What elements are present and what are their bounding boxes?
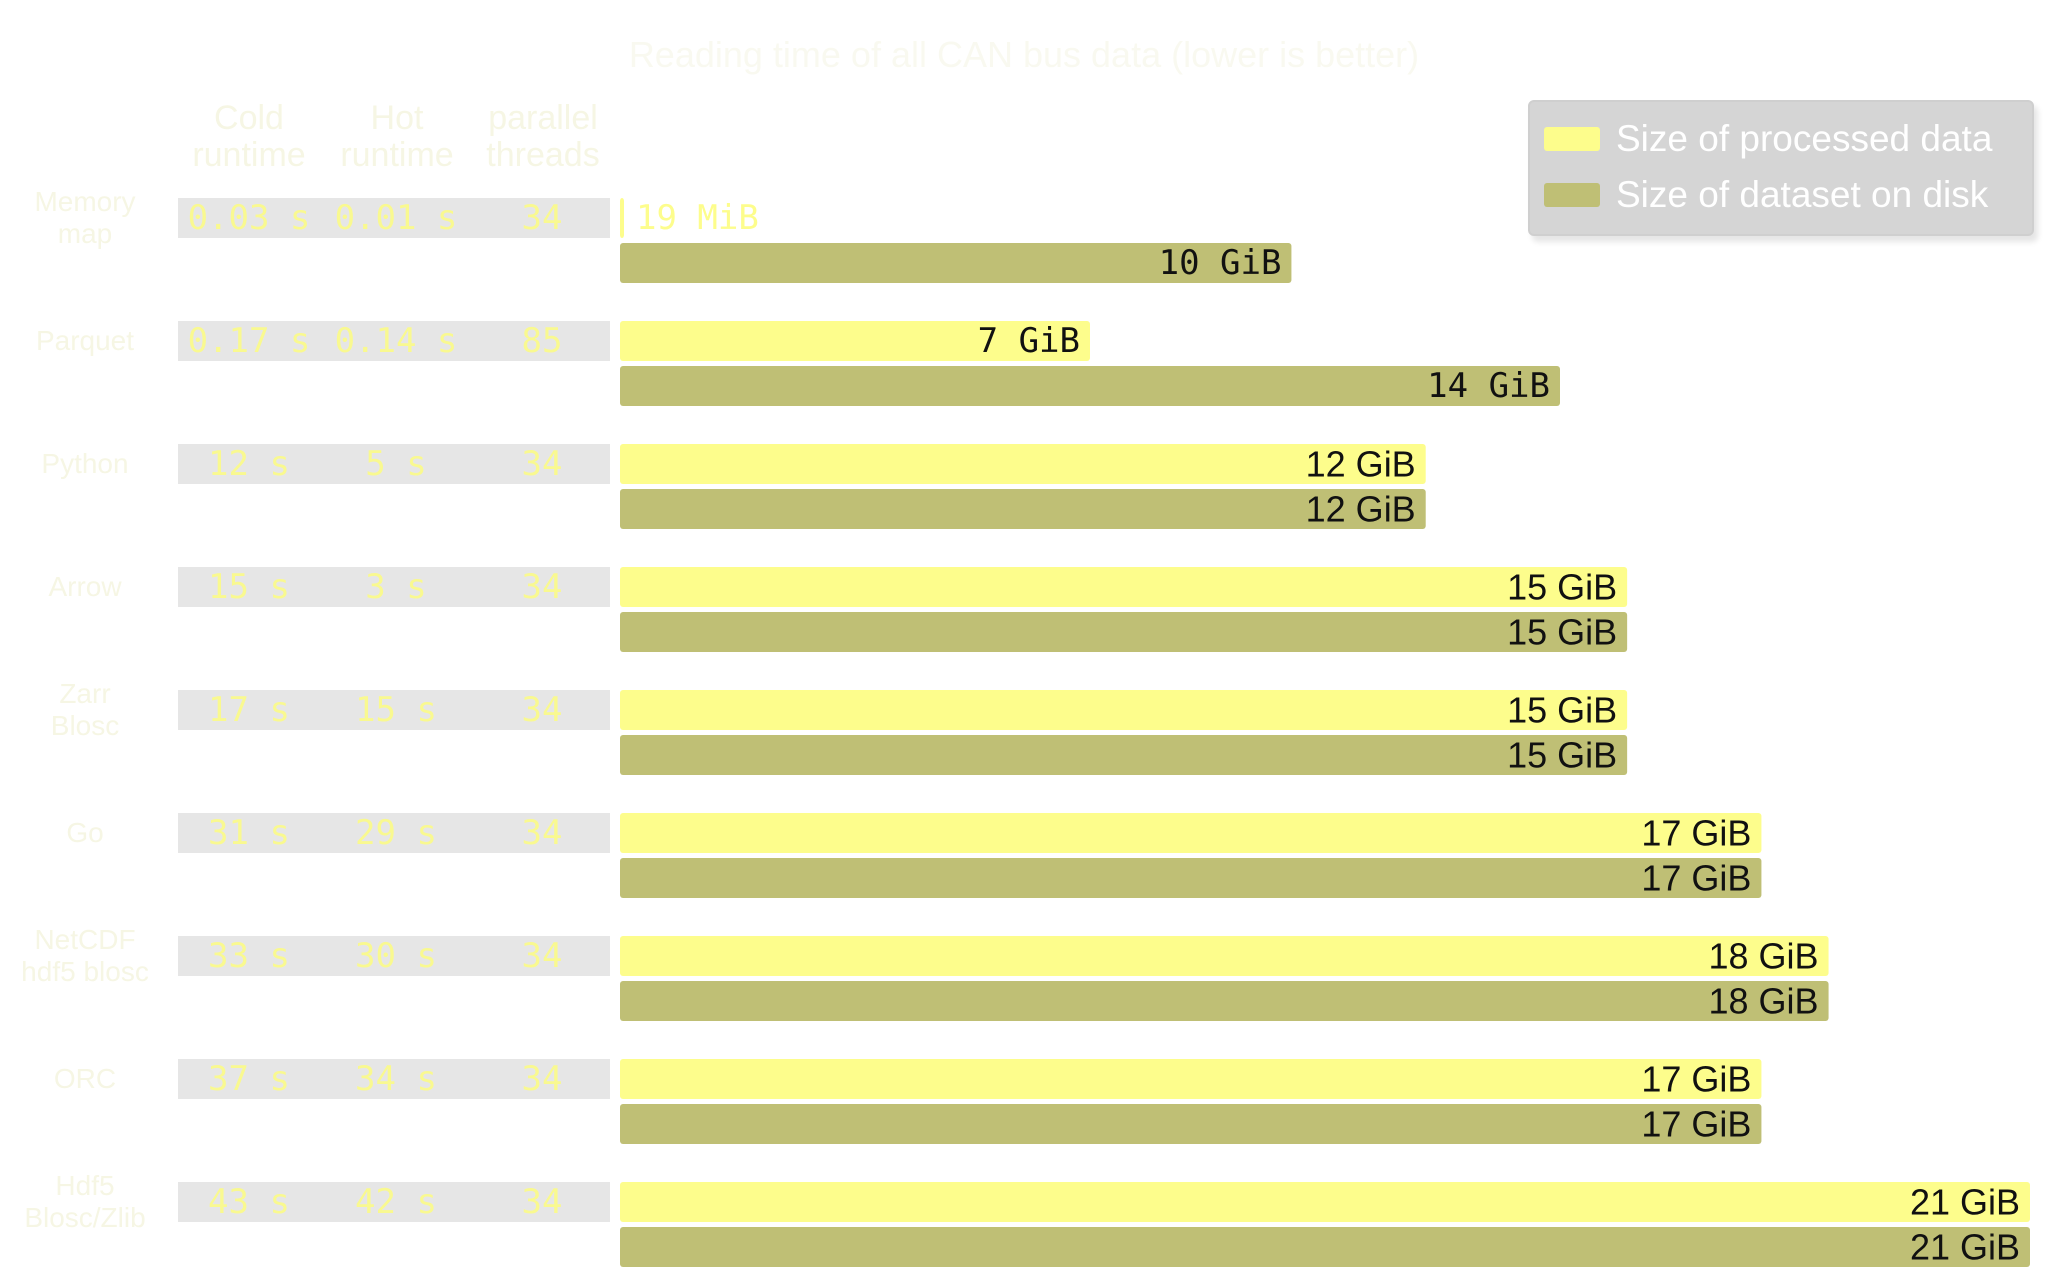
legend-item-disk: Size of dataset on disk xyxy=(1544,174,1988,216)
bar-label-disk: 18 GiB xyxy=(1709,981,1819,1022)
parallel-threads-value: 34 xyxy=(522,1059,563,1099)
bar-label-disk: 17 GiB xyxy=(1641,858,1751,899)
header-parallel-threads: parallel threads xyxy=(486,99,600,174)
bar-processed xyxy=(620,690,1628,730)
hot-runtime-value: 5 s xyxy=(365,444,426,484)
hot-runtime-value: 34 s xyxy=(355,1059,437,1099)
cold-runtime-value: 31 s xyxy=(208,813,290,853)
hot-runtime-value: 15 s xyxy=(355,690,437,730)
bar-processed xyxy=(620,567,1628,607)
row-label: NetCDF hdf5 blosc xyxy=(21,924,149,987)
bar-disk xyxy=(620,243,1292,283)
bar-label-processed: 7 GiB xyxy=(978,321,1080,361)
bar-label-processed: 19 MiB xyxy=(636,198,759,238)
chart-title: Reading time of all CAN bus data (lower … xyxy=(628,34,1420,75)
table-cell-bg xyxy=(178,1182,610,1222)
bar-label-processed: 12 GiB xyxy=(1306,444,1416,485)
parallel-threads-value: 85 xyxy=(522,321,563,361)
parallel-threads-value: 34 xyxy=(522,567,563,607)
bar-processed xyxy=(620,198,624,238)
bar-label-disk: 17 GiB xyxy=(1641,1104,1751,1145)
bar-processed xyxy=(620,321,1090,361)
cold-runtime-value: 0.17 s xyxy=(188,321,311,361)
legend-swatch-disk xyxy=(1544,183,1600,207)
legend-label-processed: Size of processed data xyxy=(1616,118,1993,159)
hot-runtime-value: 0.14 s xyxy=(335,321,458,361)
bar-disk xyxy=(620,858,1762,898)
bar-label-processed: 17 GiB xyxy=(1641,1059,1751,1100)
bar-disk xyxy=(620,735,1628,775)
parallel-threads-value: 34 xyxy=(522,813,563,853)
bar-label-processed: 18 GiB xyxy=(1709,936,1819,977)
bar-label-processed: 15 GiB xyxy=(1507,567,1617,608)
hot-runtime-value: 30 s xyxy=(355,936,437,976)
row-label: Memory map xyxy=(34,186,136,249)
legend-item-processed: Size of processed data xyxy=(1544,118,1992,160)
cold-runtime-value: 37 s xyxy=(208,1059,290,1099)
table-cell-bg xyxy=(178,936,610,976)
parallel-threads-value: 34 xyxy=(522,936,563,976)
parallel-threads-value: 34 xyxy=(522,1182,563,1222)
table-cell-bg xyxy=(178,690,610,730)
bar-disk xyxy=(620,366,1560,406)
bar-label-disk: 12 GiB xyxy=(1306,489,1416,530)
bar-label-processed: 21 GiB xyxy=(1910,1182,2020,1223)
parallel-threads-value: 34 xyxy=(522,690,563,730)
hot-runtime-value: 0.01 s xyxy=(335,198,458,238)
bar-label-disk: 21 GiB xyxy=(1910,1227,2020,1268)
bar-disk xyxy=(620,981,1829,1021)
table-cell-bg xyxy=(178,198,610,238)
bar-label-processed: 17 GiB xyxy=(1641,813,1751,854)
hot-runtime-value: 29 s xyxy=(355,813,437,853)
legend: Size of processed data Size of dataset o… xyxy=(1528,100,2034,236)
header-cold-runtime: Cold runtime xyxy=(192,99,306,174)
bar-processed xyxy=(620,936,1829,976)
cold-runtime-value: 0.03 s xyxy=(188,198,311,238)
cold-runtime-value: 43 s xyxy=(208,1182,290,1222)
bar-processed xyxy=(620,1182,2030,1222)
cold-runtime-value: 12 s xyxy=(208,444,290,484)
row-label: Go xyxy=(66,817,104,848)
header-hot-runtime: Hot runtime xyxy=(340,99,454,174)
legend-swatch-processed xyxy=(1544,127,1600,151)
bar-label-processed: 15 GiB xyxy=(1507,690,1617,731)
table-cell-bg xyxy=(178,321,610,361)
bar-processed xyxy=(620,813,1762,853)
row-label: ORC xyxy=(53,1063,117,1094)
bar-processed xyxy=(620,1059,1762,1099)
cold-runtime-value: 15 s xyxy=(208,567,290,607)
bar-label-disk: 15 GiB xyxy=(1507,612,1617,653)
row-label: Python xyxy=(41,448,129,479)
row-label: Hdf5 Blosc/Zlib xyxy=(24,1170,146,1233)
row-label: Zarr Blosc xyxy=(50,678,120,741)
legend-label-disk: Size of dataset on disk xyxy=(1616,174,1989,215)
bar-label-disk: 14 GiB xyxy=(1427,366,1550,406)
bar-label-disk: 15 GiB xyxy=(1507,735,1617,776)
row-label: Arrow xyxy=(48,571,122,602)
cold-runtime-value: 17 s xyxy=(208,690,290,730)
bar-disk xyxy=(620,1227,2030,1267)
table-cell-bg xyxy=(178,444,610,484)
bar-disk xyxy=(620,612,1628,652)
parallel-threads-value: 34 xyxy=(522,444,563,484)
hot-runtime-value: 42 s xyxy=(355,1182,437,1222)
cold-runtime-value: 33 s xyxy=(208,936,290,976)
row-label: Parquet xyxy=(35,325,135,356)
table-cell-bg xyxy=(178,567,610,607)
hot-runtime-value: 3 s xyxy=(365,567,426,607)
table-cell-bg xyxy=(178,813,610,853)
bar-label-disk: 10 GiB xyxy=(1159,243,1282,283)
table-cell-bg xyxy=(178,1059,610,1099)
parallel-threads-value: 34 xyxy=(522,198,563,238)
bar-processed xyxy=(620,444,1426,484)
bar-disk xyxy=(620,489,1426,529)
bar-disk xyxy=(620,1104,1762,1144)
